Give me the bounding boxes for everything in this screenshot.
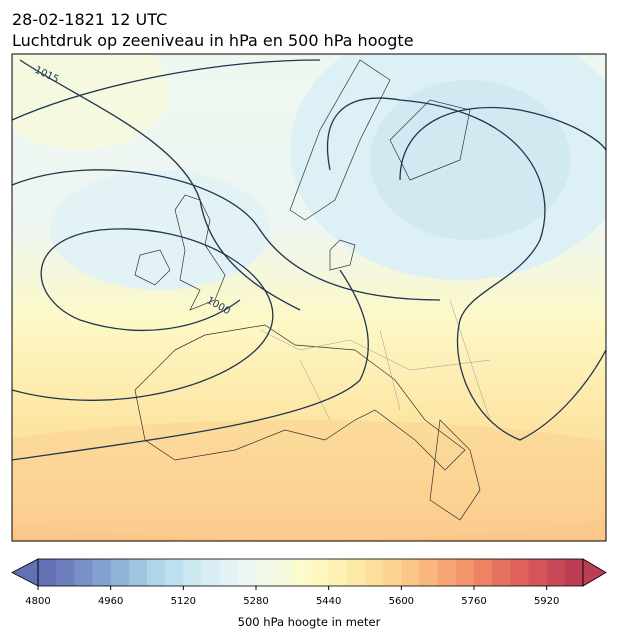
colorbar-band <box>237 559 257 586</box>
colorbar-tick-label: 5440 <box>316 596 341 607</box>
colorbar-band <box>201 559 221 586</box>
colorbar-tick-label: 5760 <box>461 596 486 607</box>
colorbar-band <box>564 559 584 586</box>
title: 28-02-1821 12 UTC <box>12 10 167 29</box>
colorbar-band <box>219 559 239 586</box>
colorbar-band <box>292 559 311 586</box>
colorbar-band <box>365 559 384 586</box>
colorbar-band <box>110 559 130 586</box>
colorbar-tick-label: 5600 <box>389 596 414 607</box>
colorbar-band <box>310 559 330 586</box>
colorbar-band <box>492 559 511 586</box>
colorbar-band <box>383 559 402 586</box>
subtitle: Luchtdruk op zeeniveau in hPa en 500 hPa… <box>12 31 414 50</box>
colorbar-frame <box>37 558 584 587</box>
colorbar-band <box>401 559 420 586</box>
colorbar-band <box>256 559 275 586</box>
colorbar-band <box>510 559 529 586</box>
colorbar-band <box>147 559 166 586</box>
map: 1015 1000 <box>12 54 606 541</box>
colorbar-label: 500 hPa hoogte in meter <box>238 615 381 629</box>
colorbar-band <box>346 559 366 586</box>
map-frame <box>11 53 607 542</box>
colorbar-extend-low <box>11 558 39 587</box>
colorbar-band <box>474 559 493 586</box>
colorbar-band <box>165 559 184 586</box>
colorbar-band <box>546 559 566 586</box>
colorbar-band <box>92 559 112 586</box>
colorbar-tick-label: 5120 <box>171 596 196 607</box>
colorbar-band <box>274 559 293 586</box>
colorbar-band <box>419 559 439 586</box>
colorbar-tick-label: 5280 <box>243 596 268 607</box>
colorbar-band <box>56 559 75 586</box>
colorbar-tick-label: 4960 <box>98 596 123 607</box>
colorbar-band <box>183 559 202 586</box>
colorbar-tick-label: 4800 <box>25 596 50 607</box>
colorbar: 4800 4960 5120 5280 5440 5600 5760 5920 <box>11 558 607 607</box>
colorbar-band <box>38 559 57 586</box>
colorbar-extend-high <box>582 558 607 587</box>
colorbar-band <box>528 559 548 586</box>
colorbar-band <box>437 559 457 586</box>
colorbar-band <box>328 559 348 586</box>
colorbar-tick-label: 5920 <box>534 596 559 607</box>
colorbar-band <box>128 559 148 586</box>
colorbar-band <box>74 559 93 586</box>
colorbar-band <box>455 559 475 586</box>
